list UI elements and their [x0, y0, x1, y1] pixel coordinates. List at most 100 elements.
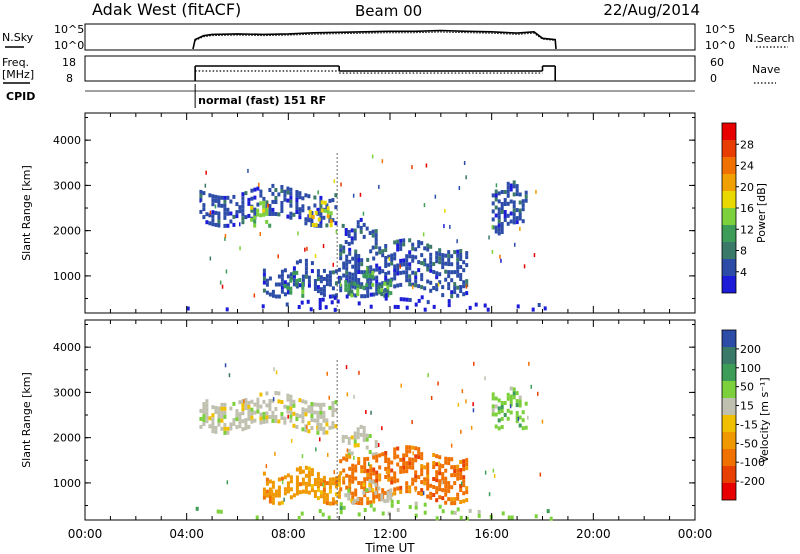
scatter-cell — [500, 258, 502, 263]
data-cell — [331, 409, 335, 414]
data-cell — [298, 195, 302, 200]
data-cell — [205, 419, 209, 424]
scatter-cell — [297, 231, 299, 236]
data-cell — [217, 211, 221, 216]
data-cell — [371, 270, 375, 275]
data-cell — [524, 190, 528, 195]
data-cell — [259, 404, 263, 409]
data-cell — [435, 474, 439, 479]
data-cell — [383, 499, 387, 504]
data-cell — [435, 462, 439, 467]
data-cell — [344, 228, 348, 232]
data-cell — [301, 196, 305, 201]
data-cell — [274, 489, 278, 494]
data-cell — [316, 484, 320, 489]
data-cell — [244, 422, 248, 427]
data-cell — [265, 211, 269, 216]
scatter-cell — [274, 451, 276, 456]
data-cell — [411, 246, 415, 251]
data-cell — [465, 490, 469, 495]
data-cell — [295, 467, 299, 472]
data-cell — [244, 406, 248, 411]
data-cell — [265, 278, 269, 283]
data-cell — [304, 481, 308, 486]
data-cell — [456, 285, 460, 290]
data-cell — [283, 268, 287, 273]
data-cell — [372, 256, 376, 261]
data-cell — [328, 501, 332, 506]
data-cell — [500, 202, 504, 206]
data-cell — [456, 472, 460, 477]
data-cell — [369, 249, 373, 254]
data-cell — [322, 491, 326, 496]
data-cell — [329, 219, 333, 224]
data-cell — [512, 395, 516, 400]
data-cell — [432, 485, 436, 489]
data-cell — [375, 454, 379, 459]
data-cell — [432, 453, 436, 457]
data-cell — [393, 268, 397, 273]
data-cell — [289, 286, 293, 291]
data-cell — [341, 434, 345, 439]
data-cell — [334, 484, 338, 489]
data-cell — [402, 469, 406, 474]
data-cell — [316, 488, 320, 493]
data-cell — [396, 508, 400, 512]
data-cell — [268, 188, 272, 192]
data-cell — [357, 262, 361, 266]
data-cell — [211, 198, 215, 203]
scatter-cell — [528, 361, 530, 366]
data-cell — [271, 414, 275, 419]
data-cell — [518, 415, 522, 420]
data-cell — [417, 244, 421, 249]
data-cell — [286, 190, 290, 195]
scatter-cell — [539, 472, 542, 477]
data-cell — [353, 281, 357, 286]
colorbar-segment — [722, 208, 736, 225]
data-cell — [250, 399, 254, 404]
data-cell — [405, 453, 409, 458]
velocity-x-ticks — [84, 320, 696, 520]
data-cell — [262, 491, 266, 496]
data-cell — [289, 203, 293, 208]
data-cell — [515, 411, 519, 416]
data-cell — [253, 219, 257, 224]
data-cell — [311, 223, 315, 227]
scatter-cell — [425, 163, 428, 168]
scatter-cell — [463, 161, 466, 165]
data-cell — [375, 267, 379, 272]
data-cell — [316, 277, 320, 282]
colorbar-tick-label: 4 — [740, 266, 747, 279]
data-cell — [274, 196, 278, 200]
data-cell — [229, 219, 233, 224]
data-cell — [277, 489, 281, 494]
data-cell — [351, 467, 355, 472]
data-cell — [316, 207, 320, 212]
scatter-cell — [209, 256, 212, 261]
data-cell — [483, 303, 487, 308]
data-cell — [259, 193, 263, 198]
data-cell — [329, 211, 333, 216]
data-cell — [347, 233, 351, 238]
data-cell — [453, 501, 457, 506]
data-cell — [316, 289, 320, 294]
data-cell — [393, 451, 397, 456]
scatter-cell — [458, 186, 461, 190]
data-cell — [286, 481, 290, 486]
data-cell — [432, 493, 436, 497]
scatter-cell — [365, 266, 368, 271]
data-cell — [420, 452, 424, 457]
data-cell — [356, 292, 360, 297]
scatter-cell — [384, 290, 386, 295]
data-cell — [354, 265, 358, 270]
data-cell — [447, 299, 451, 304]
data-cell — [429, 483, 433, 488]
data-cell — [304, 408, 308, 413]
data-cell — [304, 473, 308, 478]
data-cell — [360, 465, 364, 470]
nsky-left-tick-bottom: 10^0 — [54, 39, 84, 52]
data-cell — [310, 484, 314, 489]
data-cell — [229, 211, 233, 216]
data-cell — [268, 499, 272, 504]
data-cell — [405, 274, 409, 279]
